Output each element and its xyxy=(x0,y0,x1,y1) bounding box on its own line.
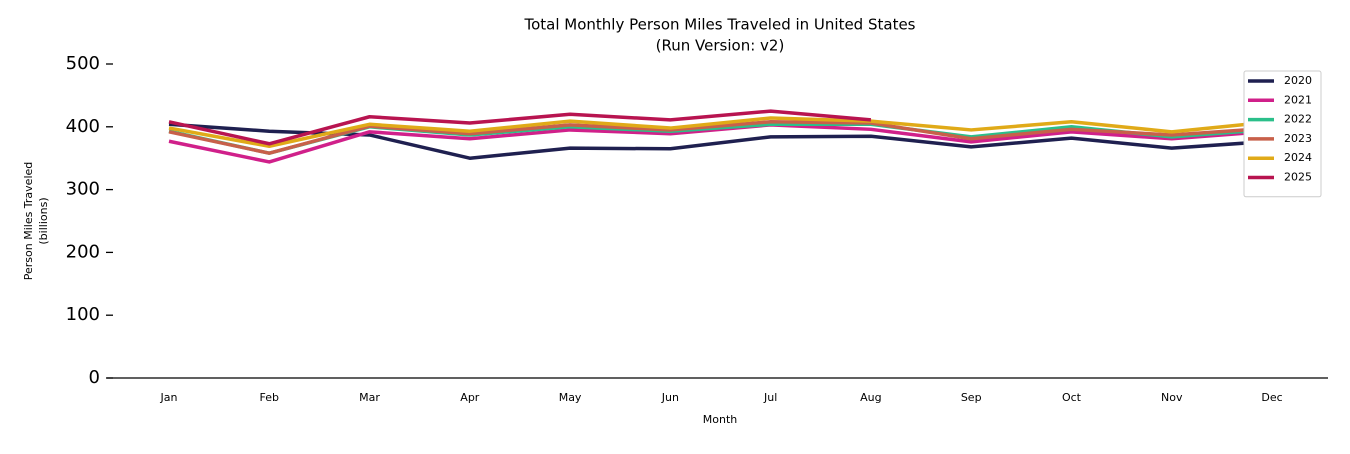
legend-label: 2023 xyxy=(1284,132,1312,145)
x-tick-label: Nov xyxy=(1161,391,1183,404)
x-tick-label: May xyxy=(559,391,582,404)
y-tick-label: 0 xyxy=(89,367,100,388)
legend-label: 2025 xyxy=(1284,171,1312,184)
y-tick-label: 300 xyxy=(66,179,100,200)
x-tick-label: Oct xyxy=(1062,391,1082,404)
x-tick-label: Mar xyxy=(359,391,380,404)
chart-subtitle: (Run Version: v2) xyxy=(656,37,785,55)
x-tick-label: Apr xyxy=(460,391,480,404)
chart-title: Total Monthly Person Miles Traveled in U… xyxy=(523,16,915,34)
x-tick-label: Feb xyxy=(260,391,279,404)
x-tick-label: Jan xyxy=(160,391,178,404)
legend-box xyxy=(1243,70,1322,198)
series-line xyxy=(168,122,1273,160)
x-tick-label: Aug xyxy=(860,391,881,404)
x-axis-label: Month xyxy=(703,413,738,426)
legend-label: 2024 xyxy=(1284,151,1312,164)
x-tick-label: Sep xyxy=(961,391,982,404)
y-tick-label: 400 xyxy=(66,116,100,137)
series-line xyxy=(168,122,1273,155)
series-line xyxy=(168,120,1273,155)
y-tick-label: 100 xyxy=(66,304,100,325)
x-tick-label: Dec xyxy=(1261,391,1282,404)
legend-label: 2021 xyxy=(1284,93,1312,106)
x-tick-label: Jun xyxy=(661,391,679,404)
y-axis-label: (billions) xyxy=(37,197,50,244)
y-tick-label: 200 xyxy=(66,241,100,262)
legend-label: 2022 xyxy=(1284,113,1312,126)
y-tick-label: 500 xyxy=(66,53,100,74)
series-line xyxy=(168,116,1273,149)
x-tick-label: Jul xyxy=(763,391,777,404)
legend-label: 2020 xyxy=(1284,74,1312,87)
y-axis-label: Person Miles Traveled xyxy=(22,162,35,281)
series-line xyxy=(168,109,872,146)
